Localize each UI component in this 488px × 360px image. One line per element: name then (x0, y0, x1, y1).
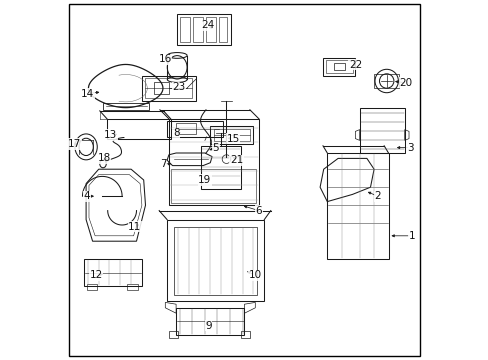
Text: 5: 5 (212, 143, 219, 153)
Text: 17: 17 (68, 139, 81, 149)
Text: 18: 18 (97, 153, 110, 163)
Text: 4: 4 (83, 191, 90, 201)
Text: 19: 19 (198, 175, 211, 185)
Text: 15: 15 (226, 134, 239, 144)
Text: 14: 14 (81, 89, 94, 99)
Text: 7: 7 (160, 159, 166, 169)
Text: 16: 16 (158, 54, 172, 64)
Text: 6: 6 (255, 206, 262, 216)
Ellipse shape (100, 160, 106, 168)
Text: 22: 22 (348, 60, 361, 70)
Ellipse shape (75, 134, 97, 160)
Text: 10: 10 (248, 270, 262, 280)
Text: 11: 11 (128, 222, 141, 232)
Text: 23: 23 (172, 82, 185, 93)
Text: 21: 21 (229, 155, 243, 165)
Text: 24: 24 (201, 20, 214, 30)
Text: 20: 20 (398, 78, 411, 88)
Text: 12: 12 (89, 270, 102, 280)
Text: 13: 13 (104, 130, 117, 140)
Ellipse shape (167, 55, 187, 79)
Text: 9: 9 (205, 321, 211, 331)
Text: 8: 8 (172, 128, 179, 138)
Text: 1: 1 (408, 231, 414, 241)
Text: 2: 2 (374, 191, 380, 201)
Text: 3: 3 (406, 143, 412, 153)
Ellipse shape (374, 69, 398, 93)
